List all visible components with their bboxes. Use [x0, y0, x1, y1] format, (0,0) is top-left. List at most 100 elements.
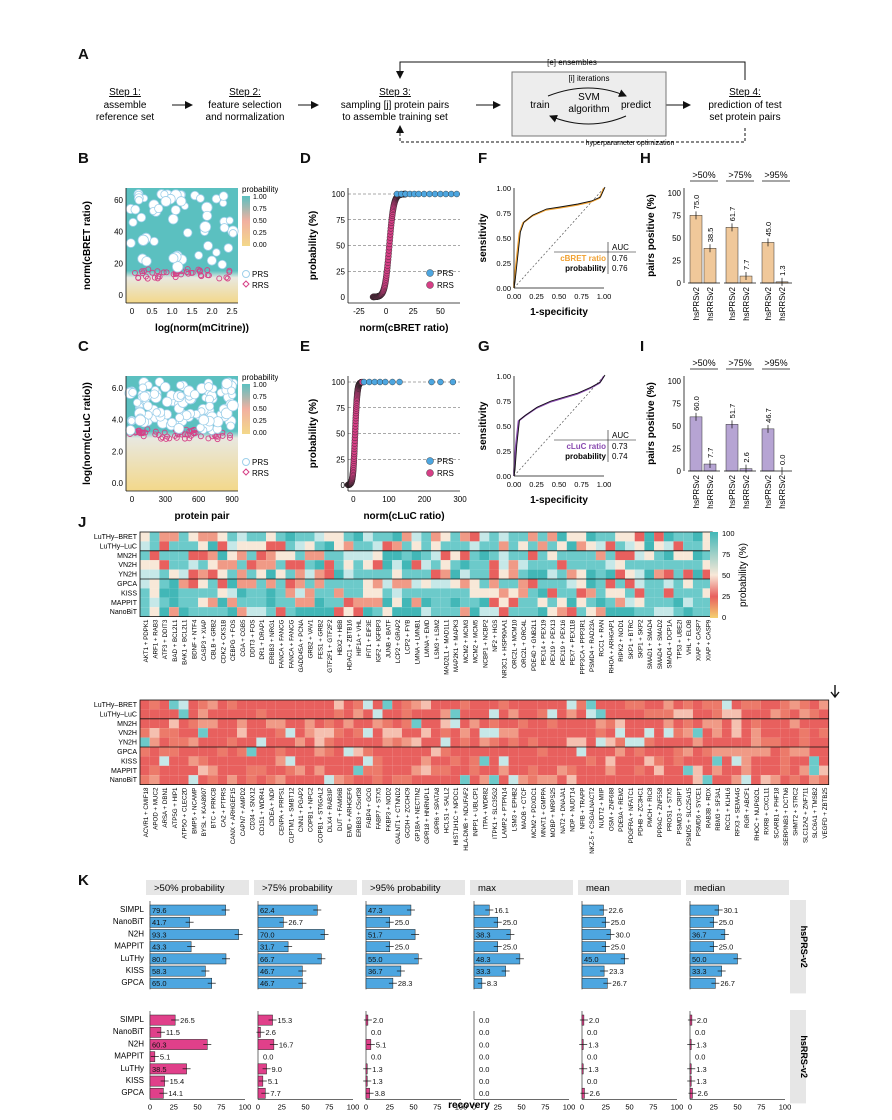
rrs-point [219, 432, 226, 439]
heatmap-cell [266, 550, 276, 561]
heatmap-cell [440, 737, 451, 747]
heatmap-cell [625, 579, 635, 589]
heatmap-cell [498, 597, 509, 608]
heatmap-col-label: FANCA + FANCG [279, 619, 286, 668]
heatmap-cell [227, 765, 237, 776]
heatmap-cell [324, 560, 334, 570]
heatmap-cell [382, 747, 393, 757]
heatmap-cell [663, 597, 674, 608]
heatmap-cell [586, 709, 596, 719]
heatmap-cell [198, 532, 208, 542]
facet-header [470, 880, 573, 895]
x-tick-label: 0 [256, 1102, 260, 1111]
rrs-point [191, 430, 197, 437]
auc-row-prob-name: probability [565, 264, 606, 273]
heatmap-cell [246, 718, 257, 729]
heatmap-cell [479, 756, 490, 766]
x-tick-label: 1.00 [597, 480, 612, 489]
heatmap-cell [178, 579, 189, 589]
method-label: SIMPL [120, 1015, 145, 1024]
heatmap-cell [673, 709, 684, 719]
facet-header [686, 880, 789, 895]
heatmap-cell [566, 700, 577, 710]
heatmap-cell [382, 709, 393, 719]
heatmap-cell [634, 718, 645, 729]
heatmap-legend-title: probability (%) [738, 543, 749, 607]
heatmap-cell [586, 597, 596, 608]
heatmap-cell [275, 728, 286, 738]
heatmap-cell [692, 569, 703, 579]
heatmap-cell [353, 607, 364, 617]
heatmap-cell [634, 541, 645, 551]
recovery-value-label: 38.3 [476, 930, 491, 939]
heatmap-cell [508, 560, 519, 570]
heatmap-cell [343, 607, 354, 617]
heatmap-col-label: PPPAC + ZNF558 [657, 787, 664, 837]
heatmap-cell [227, 588, 237, 598]
heatmap-cell [547, 737, 558, 747]
heatmap-cell [246, 700, 257, 710]
heatmap-cell [595, 747, 606, 757]
heatmap-cell [605, 569, 616, 579]
heatmap-cell [295, 728, 305, 738]
y-tick-label: 0.25 [496, 259, 511, 268]
heatmap-cell [789, 747, 800, 757]
heatmap-cell [557, 607, 567, 617]
heatmap-cell [586, 550, 596, 561]
heatmap-cell [799, 775, 810, 785]
heatmap-cell [644, 709, 655, 719]
heatmap-cell [692, 756, 703, 766]
heatmap-cell [334, 597, 344, 608]
heatmap-cell [450, 765, 461, 776]
heatmap-col-label: LMNA + EMD [424, 619, 431, 657]
heatmap-cell [498, 588, 509, 598]
heatmap-col-label: SMAD4 + SMAD2 [657, 619, 664, 669]
facet-side-label: hsRRS-v2 [799, 1035, 809, 1078]
heatmap-cell [363, 747, 373, 757]
heatmap-cell [450, 718, 461, 729]
recovery-value-label: 55.0 [368, 955, 383, 964]
heatmap-cell [149, 597, 160, 608]
heatmap-cell [159, 532, 170, 542]
heatmap-cell [401, 560, 412, 570]
heatmap-cell [789, 756, 800, 766]
heatmap-cell [314, 541, 325, 551]
heatmap-cell [188, 747, 199, 757]
step2-line2: and normalization [206, 112, 285, 123]
heatmap-cell [673, 541, 684, 551]
heatmap-cell [702, 541, 713, 551]
heatmap-cell [683, 588, 693, 598]
heatmap-cell [324, 700, 334, 710]
heatmap-cell [508, 588, 519, 598]
heatmap-col-label: GP1BA + NECTIN2 [414, 787, 421, 841]
y-tick-label: 25 [672, 256, 681, 265]
heatmap-cell [401, 775, 412, 785]
recovery-value-label: 0.0 [479, 1028, 489, 1037]
recovery-value-label: 0.0 [479, 1053, 489, 1062]
prs-point [199, 221, 212, 233]
heatmap-cell [314, 747, 325, 757]
y-axis-label: sensitivity [478, 213, 489, 262]
y-tick-label: 0.75 [496, 209, 511, 218]
legend-prs-label: PRS [437, 269, 453, 278]
heatmap-cell [207, 607, 218, 617]
heatmap-cell [489, 765, 499, 776]
heatmap-cell [595, 765, 606, 776]
heatmap-cell [799, 700, 810, 710]
heatmap-cell [537, 532, 548, 542]
prs-point [228, 229, 238, 238]
recovery-value-label: 1.3 [696, 1065, 706, 1074]
heatmap-cell [809, 765, 819, 776]
heatmap-cell [382, 607, 393, 617]
heatmap-cell [702, 588, 713, 598]
bar-value-label: 75.0 [692, 195, 701, 210]
heatmap-cell [382, 718, 393, 729]
heatmap-cell [363, 560, 373, 570]
heatmap-col-label: CEBPG + FOS [230, 620, 237, 661]
heatmap-col-label: HIF1A + VHL [356, 619, 363, 656]
heatmap-cell [324, 718, 334, 729]
heatmap-cell [702, 775, 713, 785]
heatmap-cell [169, 550, 179, 561]
x-axis-label: 1-specificity [530, 307, 588, 318]
recovery-value-label: 31.7 [260, 943, 275, 952]
